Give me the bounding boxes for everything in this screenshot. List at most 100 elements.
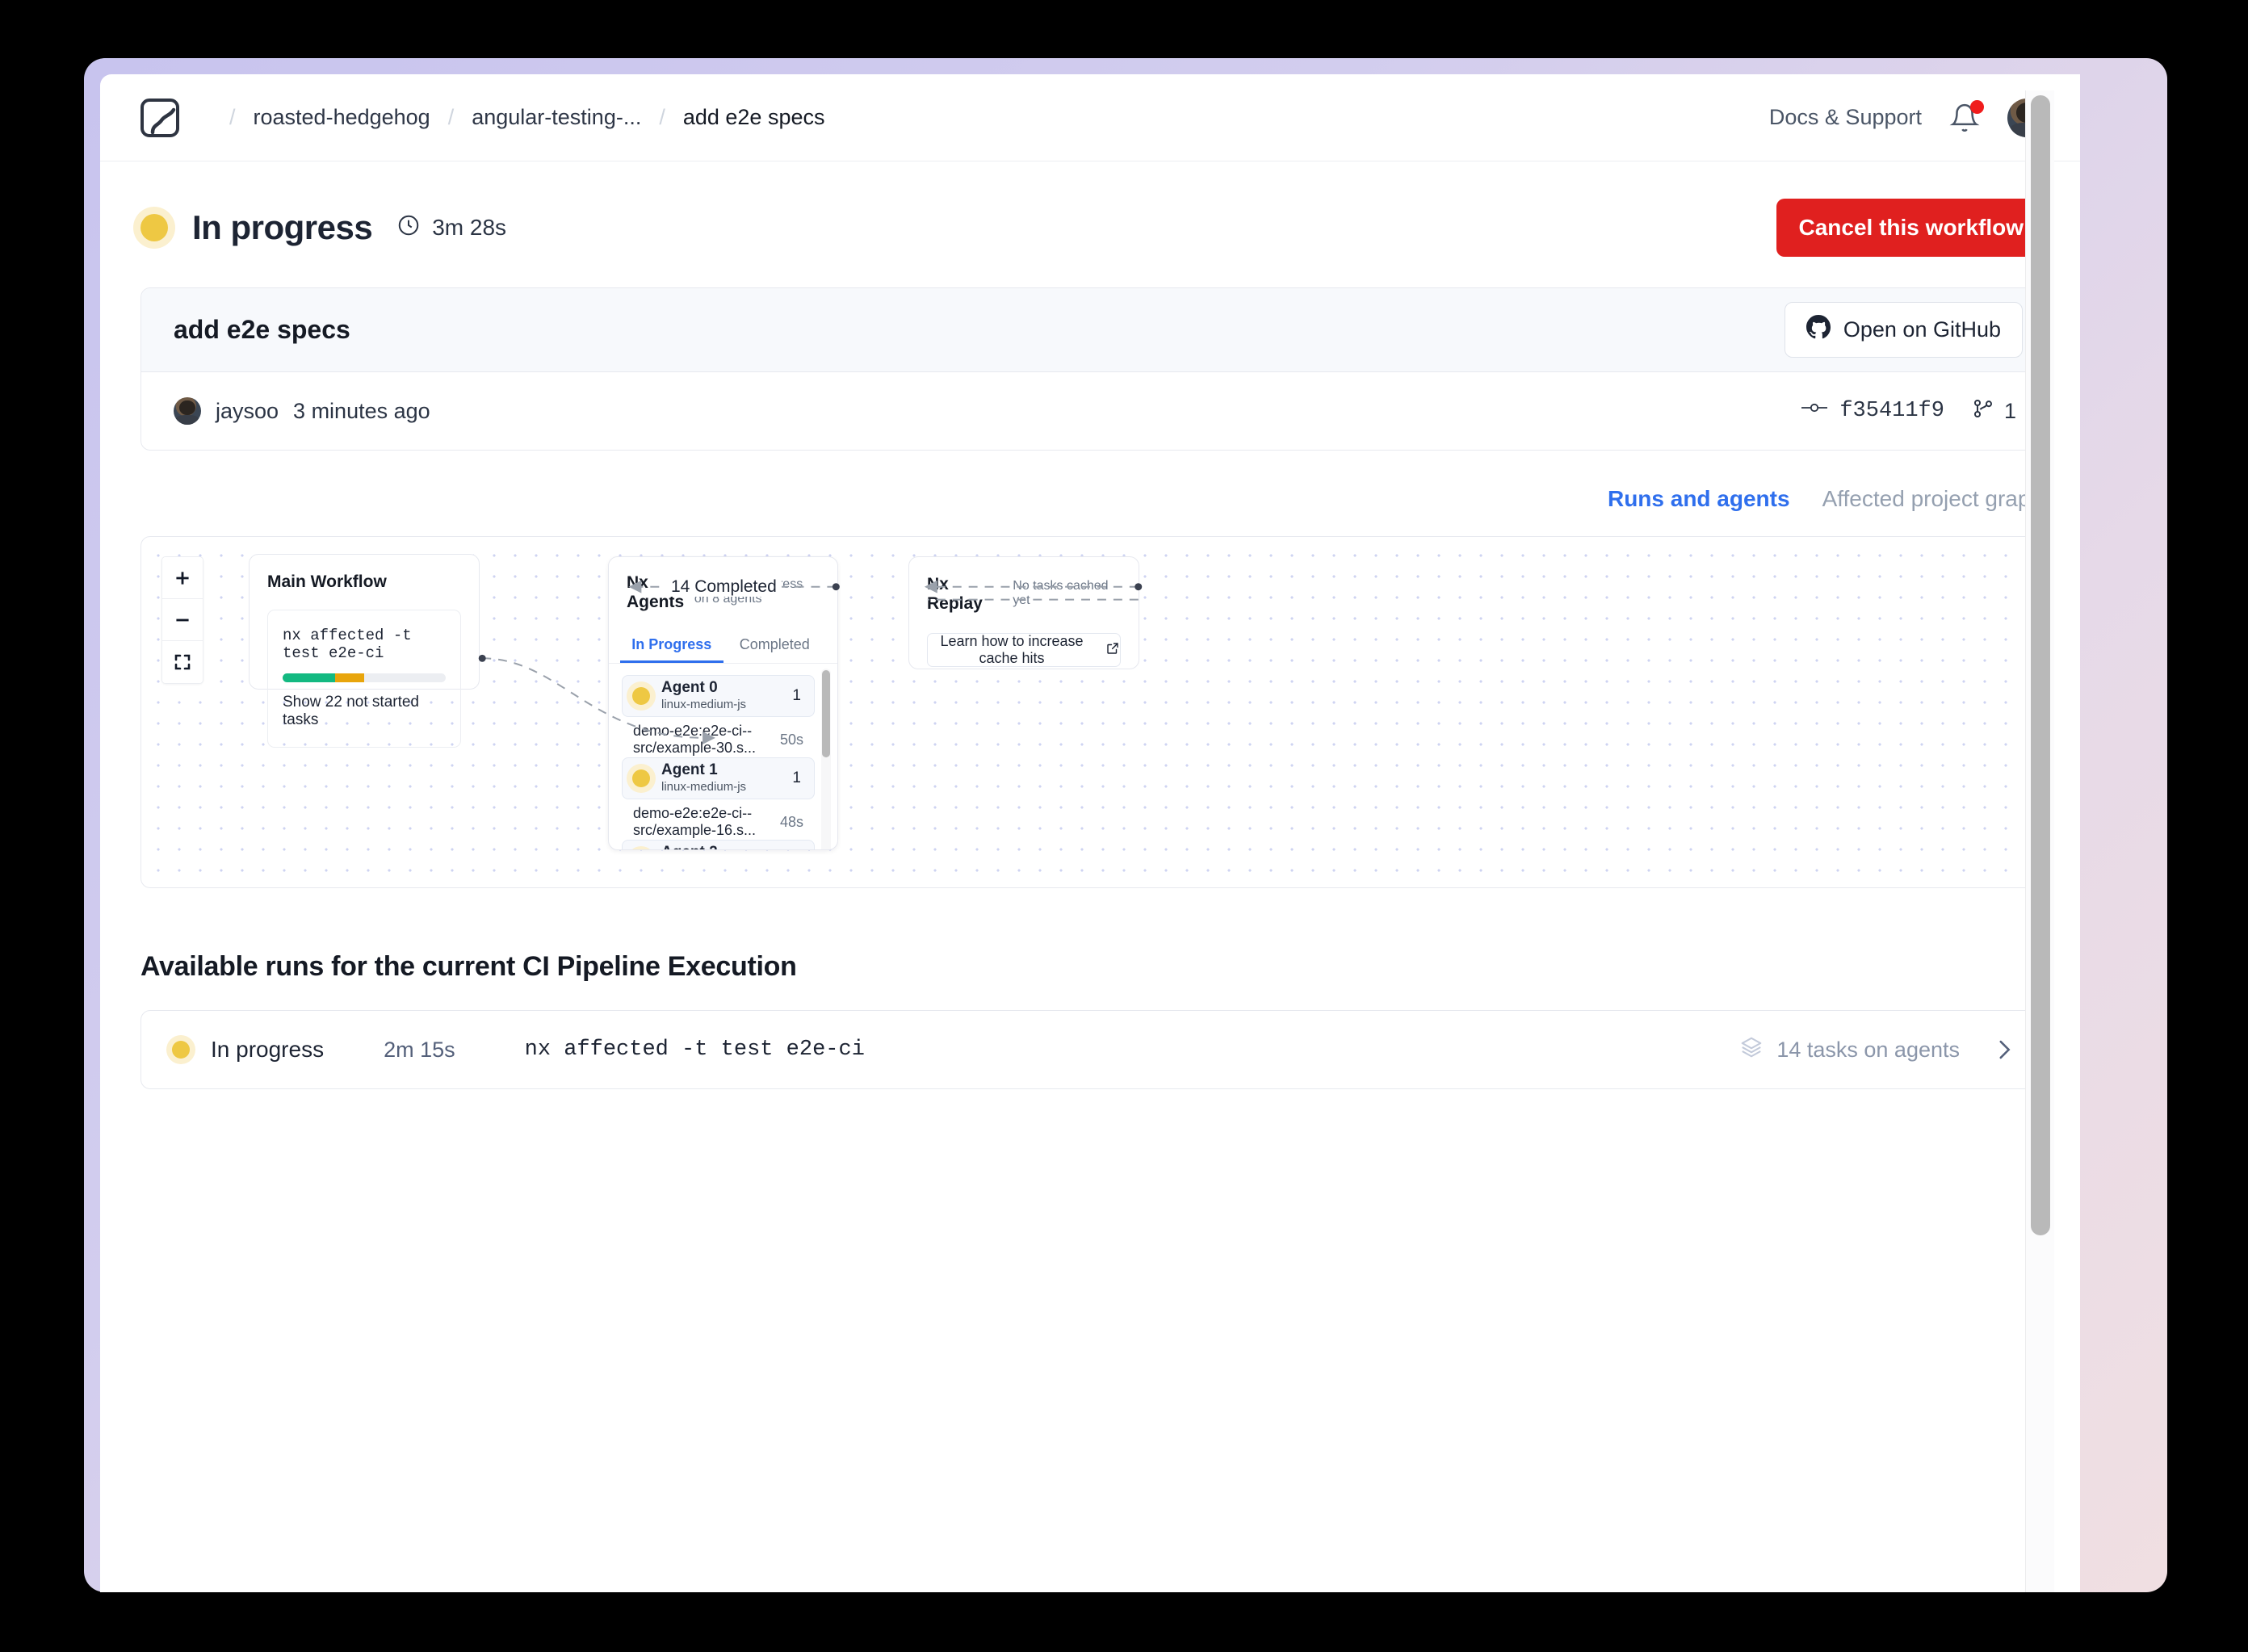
bell-icon[interactable] [1949, 99, 1984, 134]
run-command: nx affected -t test e2e-ci [524, 1038, 865, 1062]
plus-icon[interactable] [162, 557, 203, 599]
run-status-label: In progress [211, 1037, 325, 1062]
list-item[interactable]: Agent 1 linux-medium-js 1 [622, 757, 815, 799]
cancel-workflow-button[interactable]: Cancel this workflow [1776, 199, 2046, 257]
agent-list-scrollbar[interactable] [821, 669, 831, 849]
notification-badge [1970, 99, 1984, 114]
agent-name: Agent 2 [661, 844, 746, 849]
workflow-status-row: In progress 3m 28s Cancel this workflow [140, 197, 2046, 258]
tab-completed[interactable]: Completed [739, 636, 810, 652]
runs-section-title: Available runs for the current CI Pipeli… [140, 951, 797, 982]
tab-runs-and-agents[interactable]: Runs and agents [1607, 486, 1790, 511]
commit-author: jaysoo 3 minutes ago [174, 397, 430, 425]
external-link-icon [1105, 641, 1120, 660]
graph-node-nx-replay[interactable]: Nx Replay No tasks cached yet Learn how … [908, 556, 1139, 669]
layers-icon [1739, 1035, 1764, 1065]
edge-label-completed: 14 Completed [666, 577, 782, 597]
status-dot-icon [632, 687, 650, 705]
branch-count-value: 1 [2003, 398, 2016, 423]
agent-launch-template: linux-medium-js [661, 698, 747, 712]
agent-task-count: 1 [792, 769, 801, 786]
author-name: jaysoo [216, 398, 279, 423]
chevron-right-icon[interactable] [1990, 1036, 2018, 1063]
branch-count: 1 [1972, 397, 2016, 426]
list-item[interactable]: Agent 0 linux-medium-js 1 [622, 675, 815, 717]
commit-meta: f35411f9 1 [1801, 397, 2016, 426]
open-on-github-label: Open on GitHub [1843, 317, 2001, 342]
agent-name: Agent 0 [661, 679, 718, 697]
agent-task-name: demo-e2e:e2e-ci--src/example-30.s... [633, 723, 757, 756]
agent-task-duration: 48s [779, 813, 803, 830]
breadcrumb-item-workspace[interactable]: roasted-hedgehog [253, 105, 430, 129]
list-item[interactable]: Agent 2 linux-medium-js 1 [622, 840, 815, 849]
commit-card: add e2e specs Open on GitHub jaysoo [140, 287, 2046, 451]
task-progress-bar [283, 673, 446, 682]
agent-task-name: demo-e2e:e2e-ci--src/example-16.s... [633, 805, 757, 838]
scrollbar-thumb[interactable] [2031, 95, 2050, 1235]
graph-node-main-workflow[interactable]: Main Workflow nx affected -t test e2e-ci… [249, 554, 480, 748]
commit-card-header: add e2e specs Open on GitHub [141, 288, 2045, 372]
fit-screen-icon[interactable] [162, 641, 203, 683]
workflow-graph-canvas[interactable]: 14 Completed Main Workflow nx affected -… [140, 536, 2046, 888]
nx-agents-tabs: In Progress Completed [609, 630, 837, 664]
graph-zoom-controls [161, 556, 203, 684]
page-scrollbar[interactable] [2025, 90, 2054, 1592]
branch-icon [1972, 397, 1994, 426]
breadcrumb-separator: / [229, 105, 236, 129]
open-on-github-button[interactable]: Open on GitHub [1784, 302, 2023, 358]
github-icon [1806, 315, 1831, 345]
learn-cache-hits-label: Learn how to increase cache hits [940, 633, 1084, 666]
minus-icon[interactable] [162, 599, 203, 641]
commit-sha-value: f35411f9 [1839, 399, 1944, 423]
progress-segment-completed [283, 673, 335, 682]
commit-message: add e2e specs [174, 315, 350, 344]
breadcrumb-separator: / [447, 105, 455, 129]
breadcrumb-item-current[interactable]: add e2e specs [682, 105, 825, 129]
run-tasks-summary: 14 tasks on agents [1739, 1035, 1960, 1065]
page-title: In progress [192, 208, 373, 246]
progress-segment-in-progress [334, 673, 364, 682]
nx-logo-icon[interactable] [140, 98, 179, 137]
agent-task-duration: 50s [779, 731, 803, 748]
run-duration: 2m 15s [384, 1037, 455, 1062]
commit-sha[interactable]: f35411f9 [1801, 399, 1944, 424]
breadcrumb-separator: / [659, 105, 665, 129]
app-window: / roasted-hedgehog / angular-testing-...… [100, 74, 2080, 1592]
agent-task-count: 1 [792, 687, 801, 704]
status-dot-icon [632, 769, 650, 787]
main-workflow-task[interactable]: nx affected -t test e2e-ci Show 22 not s… [267, 610, 461, 748]
top-navigation-bar: / roasted-hedgehog / angular-testing-...… [100, 74, 2080, 161]
node-title: Main Workflow [267, 572, 387, 591]
show-not-started-tasks-link[interactable]: Show 22 not started tasks [283, 694, 419, 728]
task-command: nx affected -t test e2e-ci [283, 627, 412, 662]
clock-icon [396, 213, 421, 243]
view-tabs: Runs and agents Affected project graph [140, 486, 2046, 512]
tab-in-progress[interactable]: In Progress [620, 630, 723, 663]
commit-card-body: jaysoo 3 minutes ago f35411f9 [141, 372, 2045, 450]
run-status: In progress [172, 1037, 324, 1063]
page-content: In progress 3m 28s Cancel this workflow … [100, 197, 2080, 1089]
status-dot-icon [172, 1041, 190, 1059]
commit-icon [1801, 399, 1828, 424]
breadcrumb-item-repo[interactable]: angular-testing-... [472, 105, 642, 129]
status-dot-icon [140, 214, 168, 241]
docs-support-link[interactable]: Docs & Support [1768, 105, 1922, 129]
breadcrumb: / roasted-hedgehog / angular-testing-...… [212, 105, 824, 130]
run-list-item[interactable]: In progress 2m 15s nx affected -t test e… [140, 1010, 2046, 1089]
scrollbar-thumb[interactable] [822, 670, 830, 757]
list-item[interactable]: demo-e2e:e2e-ci--src/example-30.s... 50s [622, 722, 815, 757]
learn-cache-hits-button[interactable]: Learn how to increase cache hits [927, 633, 1121, 667]
workflow-duration: 3m 28s [396, 213, 506, 243]
browser-window-frame: / roasted-hedgehog / angular-testing-...… [84, 58, 2167, 1592]
avatar [174, 397, 201, 425]
list-item[interactable]: demo-e2e:e2e-ci--src/example-16.s... 48s [622, 804, 815, 840]
agent-name: Agent 1 [661, 761, 718, 779]
top-bar-actions: Docs & Support [1768, 98, 2046, 137]
commit-timestamp: 3 minutes ago [293, 398, 430, 423]
agent-launch-template: linux-medium-js [661, 780, 747, 795]
run-tasks-label: 14 tasks on agents [1776, 1037, 1960, 1062]
agent-list[interactable]: Agent 0 linux-medium-js 1 demo-e2e:e2e-c… [609, 664, 837, 849]
graph-node-nx-agents[interactable]: Nx Agents 8 tasks in progress on 8 agent… [608, 556, 838, 850]
tab-affected-project-graph[interactable]: Affected project graph [1822, 486, 2043, 511]
duration-value: 3m 28s [432, 215, 507, 240]
